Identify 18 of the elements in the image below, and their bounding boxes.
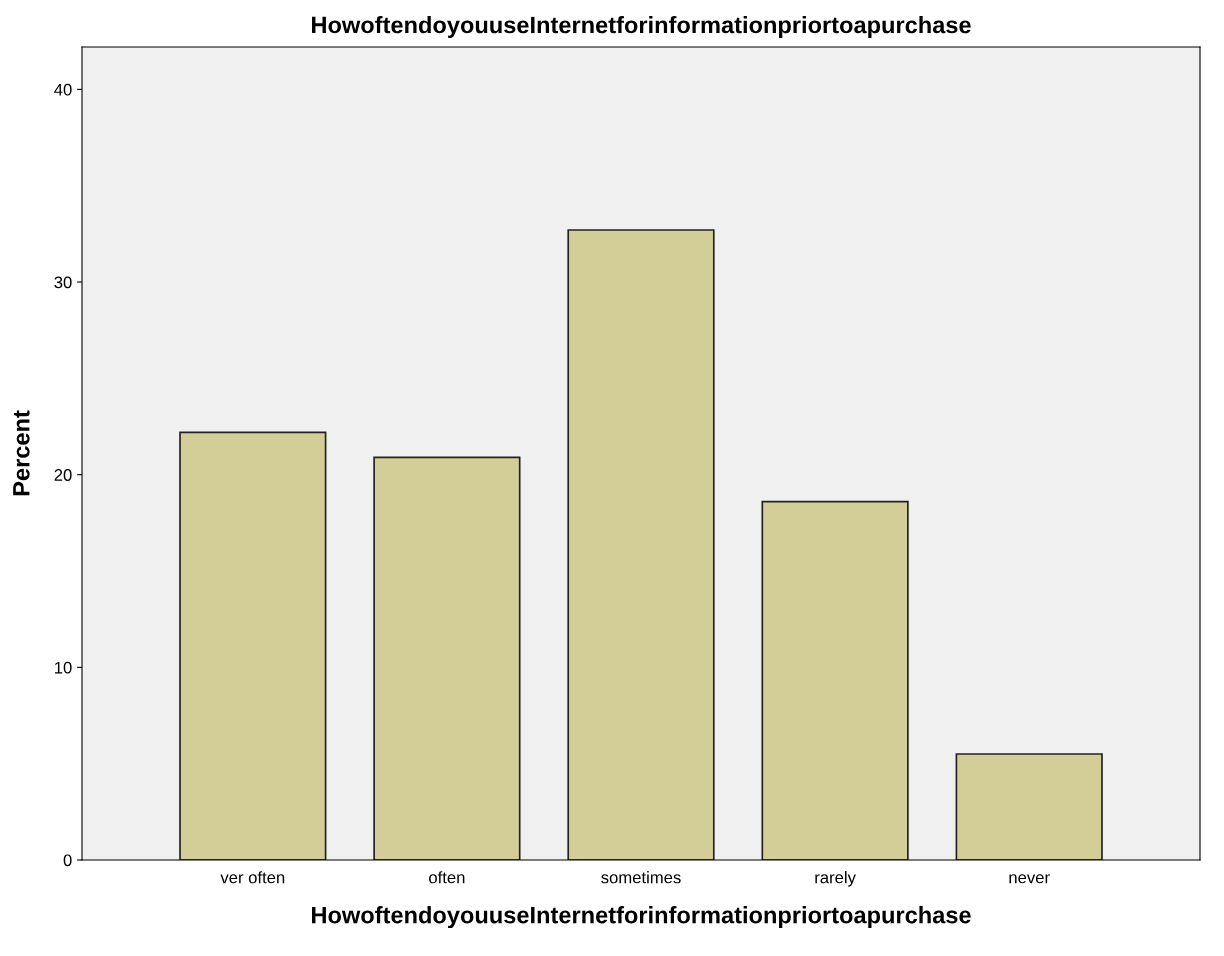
x-tick-label: rarely: [815, 871, 856, 887]
y-axis-title: Percent: [13, 410, 30, 496]
x-tick-label: sometimes: [601, 871, 681, 884]
bar: [179, 431, 327, 860]
x-tick-label: often: [429, 871, 465, 884]
bar: [761, 500, 909, 860]
x-tick-label: never: [1009, 874, 1050, 884]
bar: [955, 753, 1103, 860]
x-tick-label: ver often: [220, 871, 285, 884]
bar: [373, 456, 521, 860]
y-tick-label: 10: [55, 661, 72, 674]
x-axis-title: HowoftendoyouuseInternetforinformationpriortoapurchase: [312, 906, 971, 929]
y-tick-label: 30: [54, 276, 72, 289]
chart-title: HowoftendoyouuseInternetforinformationpriortoapurchase: [312, 16, 971, 39]
y-tick-label: 40: [54, 83, 72, 96]
y-tick-label: 20: [54, 469, 72, 481]
bar: [567, 229, 715, 860]
y-tick-label: 0: [63, 854, 72, 867]
